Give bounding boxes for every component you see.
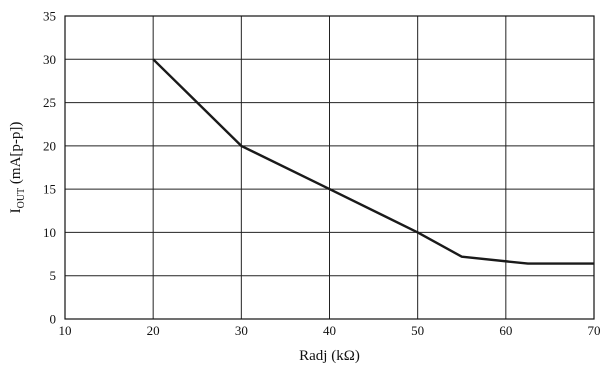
x-tick-label: 40: [323, 323, 336, 338]
series-layer: [152, 58, 595, 265]
plot-frame: [64, 15, 595, 320]
y-axis-title-subscript: OUT: [16, 188, 27, 209]
y-tick-label: 15: [43, 182, 56, 197]
x-tick-label: 10: [59, 323, 72, 338]
x-tick-labels: 10 20 30 40 50 60 70: [59, 323, 601, 338]
x-tick-label: 50: [411, 323, 424, 338]
y-axis-title-main: I: [8, 208, 24, 213]
y-axis-title-unit: (mA[p-p]): [8, 122, 24, 188]
y-tick-label: 25: [43, 95, 56, 110]
x-tick-label: 70: [588, 323, 601, 338]
x-tick-label: 20: [147, 323, 160, 338]
y-tick-labels: 0 5 10 15 20 25 30 35: [43, 9, 56, 327]
x-axis-title: Radj (kΩ): [299, 348, 360, 364]
grid: [64, 15, 595, 320]
y-tick-label: 35: [43, 9, 56, 24]
y-tick-label: 5: [50, 268, 57, 283]
y-axis-title: IOUT (mA[p-p]): [8, 122, 27, 214]
y-tick-label: 0: [50, 312, 57, 327]
y-tick-label: 10: [43, 225, 56, 240]
y-tick-label: 30: [43, 52, 56, 67]
x-tick-label: 30: [235, 323, 248, 338]
y-tick-label: 20: [43, 138, 56, 153]
x-tick-label: 60: [499, 323, 512, 338]
series-line: [152, 58, 594, 265]
